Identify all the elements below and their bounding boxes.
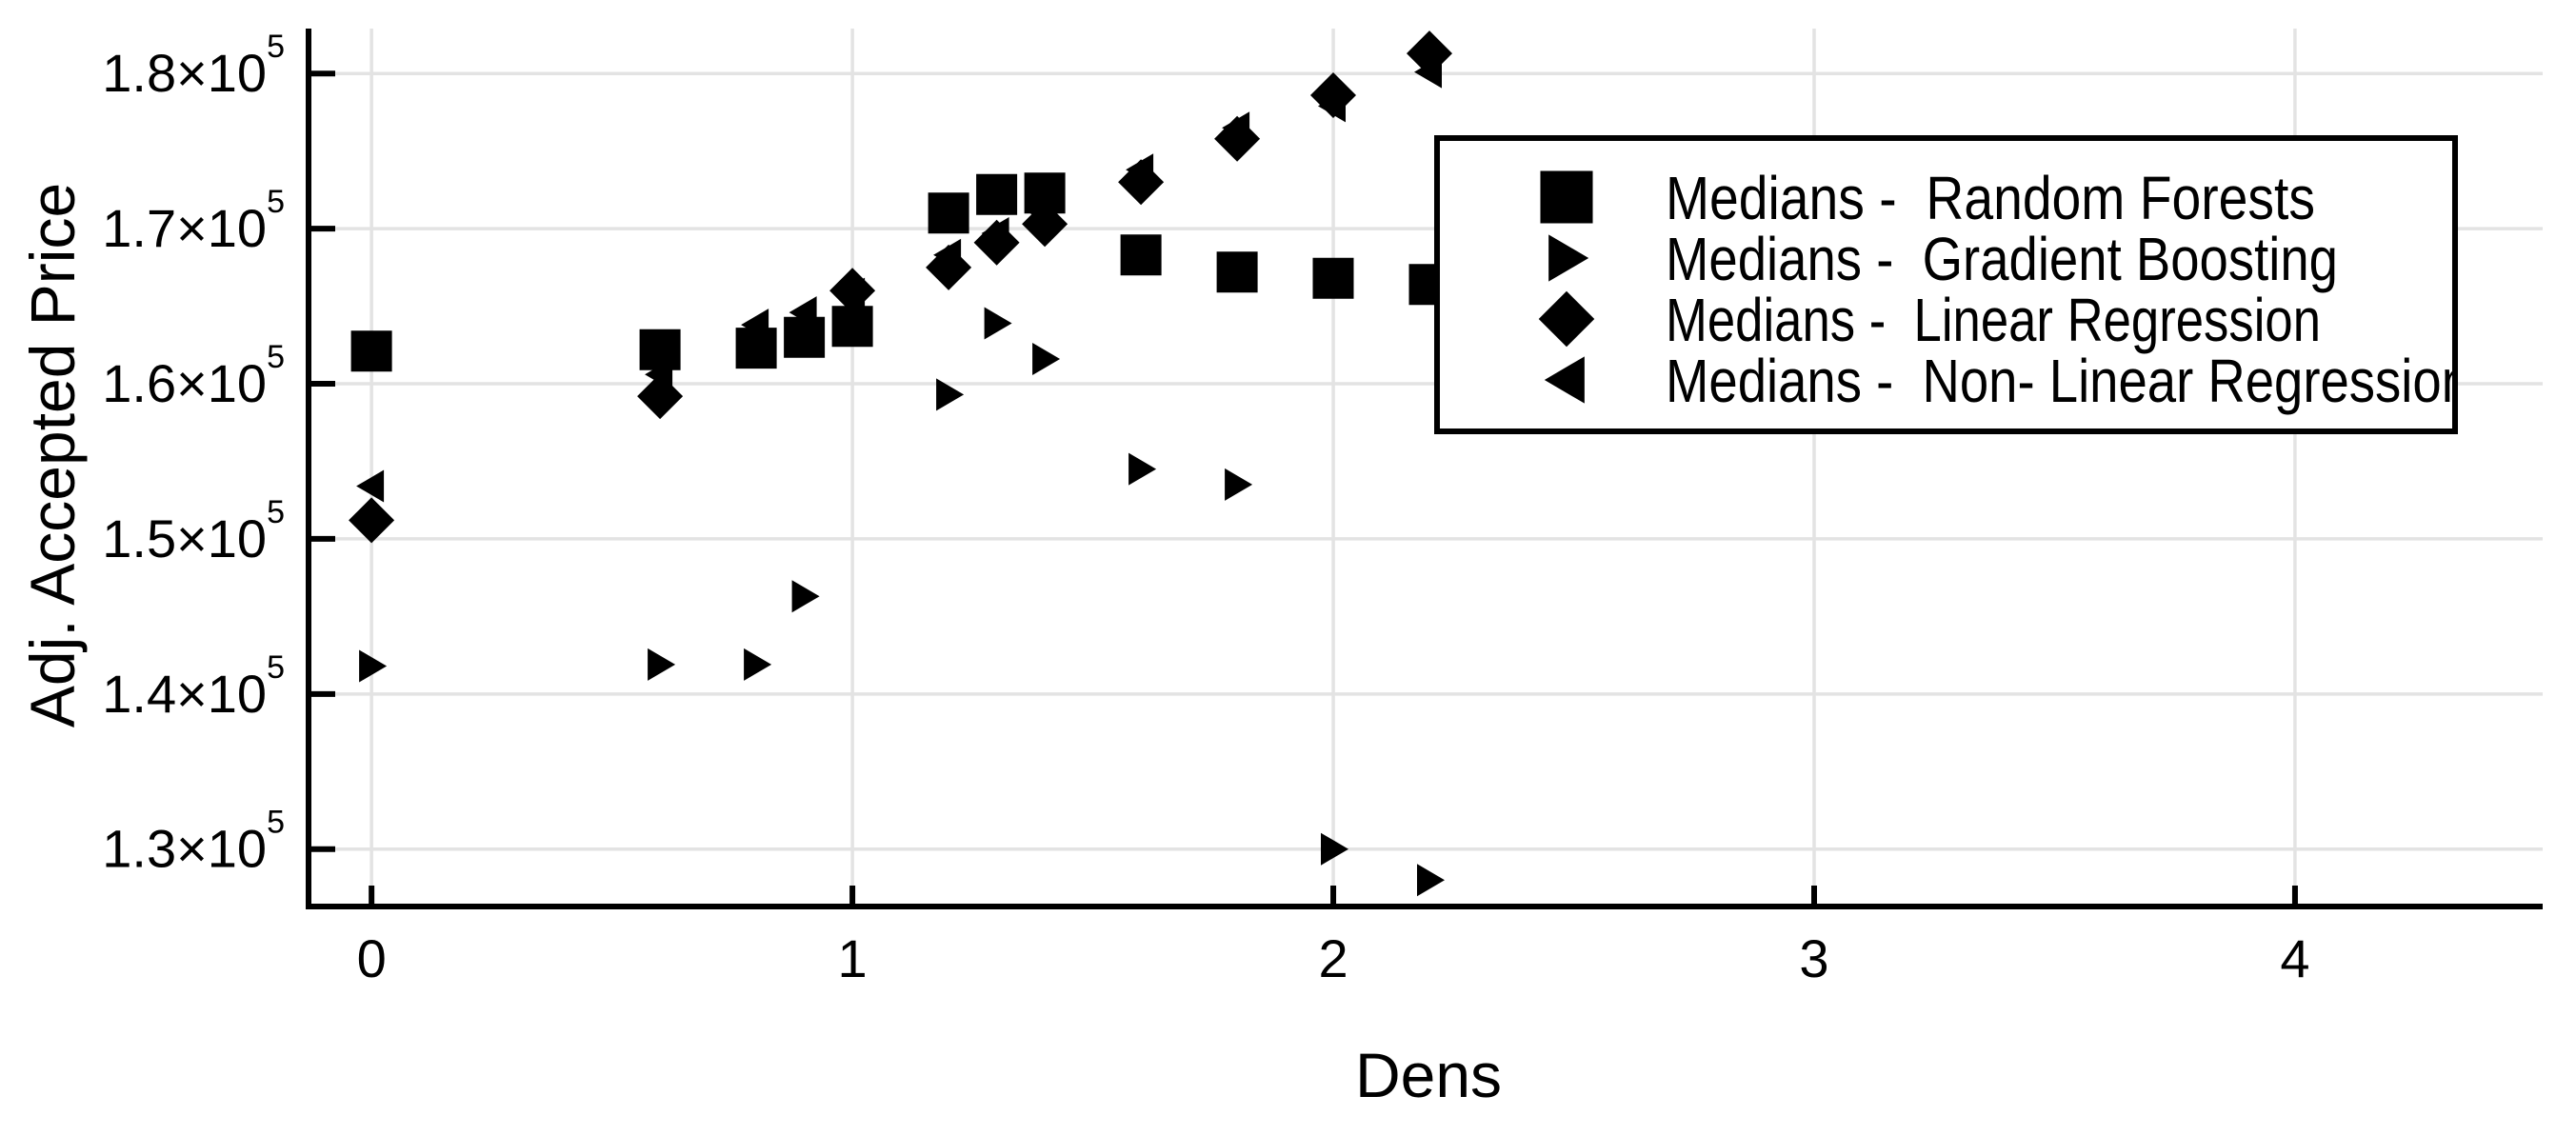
x-tick-label: 0 <box>357 928 387 988</box>
data-point-marker <box>1216 251 1258 293</box>
data-point-marker <box>1029 196 1058 229</box>
y-tick-label: 1.5×105 <box>102 494 285 568</box>
legend-label: Medians - Non- Linear Regression <box>1666 347 2470 415</box>
data-point-marker <box>789 296 817 329</box>
x-tick-label: 1 <box>838 928 868 988</box>
y-tick-label: 1.3×105 <box>102 805 285 879</box>
legend-label: Medians - Linear Regression <box>1666 286 2321 354</box>
legend-marker-diamond <box>1538 290 1595 348</box>
legend-marker-triangle-right <box>1548 234 1589 282</box>
x-axis-label: Dens <box>1355 1040 1502 1110</box>
data-point-marker <box>1022 201 1068 248</box>
data-point-marker <box>981 217 1009 249</box>
x-tick-label: 4 <box>2280 928 2309 988</box>
data-point-marker <box>1414 55 1442 89</box>
x-tick-label: 2 <box>1318 928 1348 988</box>
data-point-marker <box>784 316 826 358</box>
x-tick-label: 3 <box>1799 928 1828 988</box>
data-markers-layer <box>349 30 1452 897</box>
y-tick-label: 1.6×105 <box>102 339 285 413</box>
data-point-marker <box>1128 452 1157 486</box>
data-point-marker <box>831 306 873 348</box>
data-point-marker <box>350 330 392 372</box>
data-point-marker <box>1120 234 1162 276</box>
data-point-marker <box>936 378 965 411</box>
data-point-marker <box>359 649 388 683</box>
y-axis-label: Adj. Accepted Price <box>17 183 88 727</box>
y-tick-label: 1.8×105 <box>102 29 285 103</box>
data-point-marker <box>1225 468 1253 501</box>
data-point-marker <box>1032 343 1061 375</box>
data-point-marker <box>1318 90 1346 123</box>
data-point-marker <box>973 219 1020 266</box>
data-point-marker <box>984 307 1012 340</box>
data-point-marker <box>356 469 385 503</box>
data-point-marker <box>933 238 962 271</box>
data-point-marker <box>744 648 772 681</box>
data-point-marker <box>791 580 820 613</box>
data-point-marker <box>1417 864 1445 897</box>
legend-label: Medians - Random Forests <box>1666 164 2315 232</box>
data-point-marker <box>1321 832 1348 866</box>
y-tick-label: 1.4×105 <box>102 649 285 724</box>
data-point-marker <box>645 358 673 391</box>
data-point-marker <box>648 648 676 681</box>
data-point-marker <box>1222 111 1250 145</box>
legend-label: Medians - Gradient Boosting <box>1666 225 2338 293</box>
data-point-marker <box>735 328 777 369</box>
legend-marker-triangle-left <box>1544 356 1585 404</box>
data-point-marker <box>741 309 769 342</box>
data-point-marker <box>349 497 395 544</box>
legend-box <box>1434 135 2458 434</box>
data-point-marker <box>1126 153 1154 187</box>
data-point-marker <box>976 173 1018 215</box>
data-point-marker <box>639 329 681 370</box>
data-point-marker <box>928 192 969 234</box>
data-point-marker <box>1312 257 1354 299</box>
data-point-marker <box>837 277 866 310</box>
legend-marker-square <box>1540 170 1593 224</box>
axis-layer: 0 1 2 3 4 1.3×105 1.4×105 1.5×105 1.6×105 1.7×105… <box>102 29 2543 988</box>
y-tick-label: 1.7×105 <box>102 184 285 258</box>
